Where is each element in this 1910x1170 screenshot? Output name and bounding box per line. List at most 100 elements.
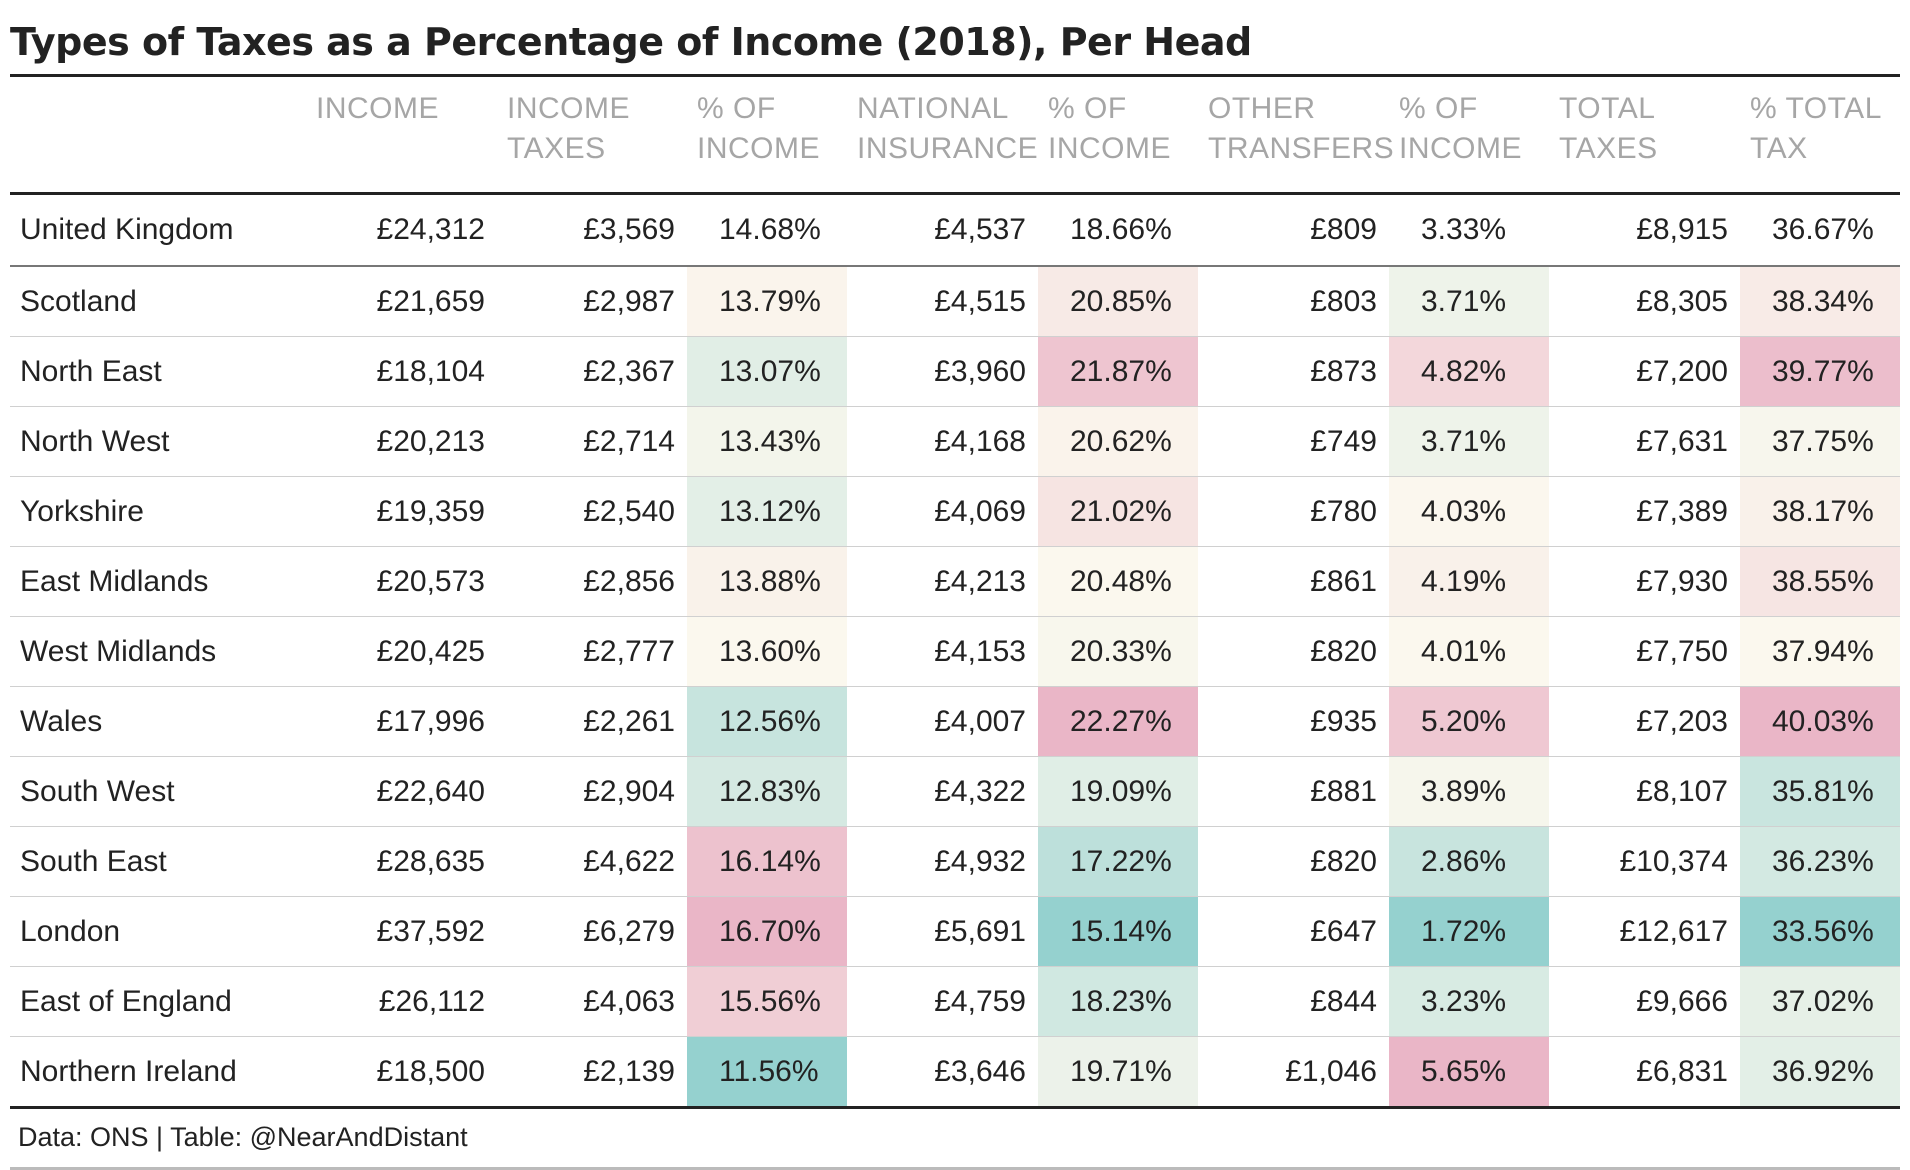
cell-other-transfers-pct: 3.23% [1389,966,1549,1037]
cell-other-transfers: £749 [1198,406,1389,477]
cell-income-taxes-pct: 12.56% [687,686,847,757]
cell-other-transfers: £820 [1198,826,1389,897]
column-header-other-transfers: OTHER TRANSFERS [1198,77,1394,195]
cell-income: £20,213 [306,406,497,477]
cell-income: £19,359 [306,476,497,547]
header-row: INCOME INCOME TAXES% OF INCOME NATIONAL IN… [10,77,1900,195]
cell-other-transfers-pct: 3.89% [1389,756,1549,827]
table-row: West Midlands £20,425 £2,777 13.60% £4,153 20… [10,616,1900,687]
cell-income-taxes: £2,987 [497,266,687,337]
cell-region: East of England [10,966,306,1037]
cell-income-taxes-pct: 13.60% [687,616,847,687]
column-header-other-transfers-pct: % OF INCOME [1389,77,1549,195]
cell-income: £21,659 [306,266,497,337]
cell-income-taxes-pct: 13.88% [687,546,847,617]
cell-income: £20,425 [306,616,497,687]
cell-other-transfers: £809 [1198,193,1389,267]
cell-income-taxes: £2,777 [497,616,687,687]
cell-total-tax-pct: 35.81% [1740,756,1900,827]
cell-total-taxes: £8,107 [1549,756,1740,827]
cell-total-taxes: £7,200 [1549,336,1740,407]
cell-other-transfers: £803 [1198,266,1389,337]
table-row: South East £28,635 £4,622 16.14% £4,932 17.22… [10,826,1900,897]
cell-income-taxes-pct: 16.14% [687,826,847,897]
cell-other-transfers-pct: 5.65% [1389,1036,1549,1109]
cell-income-taxes-pct: 11.56% [687,1036,847,1109]
cell-national-insurance: £4,213 [847,546,1038,617]
cell-income-taxes-pct: 13.43% [687,406,847,477]
cell-total-tax-pct: 38.55% [1740,546,1900,617]
cell-total-tax-pct: 37.94% [1740,616,1900,687]
cell-total-tax-pct: 37.75% [1740,406,1900,477]
cell-income: £22,640 [306,756,497,827]
cell-region: Scotland [10,266,306,337]
column-header-income-taxes: INCOME TAXES [497,77,687,195]
cell-region: Yorkshire [10,476,306,547]
cell-region: London [10,896,306,967]
cell-national-insurance: £5,691 [847,896,1038,967]
cell-income-taxes-pct: 12.83% [687,756,847,827]
cell-national-insurance: £4,153 [847,616,1038,687]
cell-total-taxes: £8,305 [1549,266,1740,337]
cell-total-taxes: £7,631 [1549,406,1740,477]
cell-income: £20,573 [306,546,497,617]
cell-income-taxes: £3,569 [497,193,687,267]
cell-region: East Midlands [10,546,306,617]
cell-income: £17,996 [306,686,497,757]
cell-national-insurance: £4,759 [847,966,1038,1037]
table-row: Northern Ireland £18,500 £2,139 11.56% £3,64… [10,1036,1900,1109]
cell-national-insurance-pct: 17.22% [1038,826,1198,897]
cell-national-insurance: £3,646 [847,1036,1038,1109]
cell-region: North West [10,406,306,477]
table-row: Wales £17,996 £2,261 12.56% £4,007 22.27% £935… [10,686,1900,757]
cell-income-taxes-pct: 13.79% [687,266,847,337]
column-header-income: INCOME [306,77,497,195]
cell-national-insurance-pct: 20.48% [1038,546,1198,617]
column-header-total-tax-pct: % TOTAL TAX [1740,77,1900,195]
cell-total-taxes: £7,930 [1549,546,1740,617]
cell-income-taxes: £2,367 [497,336,687,407]
cell-other-transfers: £780 [1198,476,1389,547]
cell-other-transfers: £820 [1198,616,1389,687]
cell-national-insurance-pct: 18.66% [1038,193,1198,267]
cell-income: £18,104 [306,336,497,407]
cell-other-transfers: £861 [1198,546,1389,617]
cell-total-taxes: £12,617 [1549,896,1740,967]
cell-income-taxes: £2,856 [497,546,687,617]
cell-income-taxes-pct: 15.56% [687,966,847,1037]
cell-total-tax-pct: 37.02% [1740,966,1900,1037]
column-header-total-taxes: TOTAL TAXES [1549,77,1740,195]
source-note: Data: ONS | Table: @NearAndDistant [10,1109,1900,1170]
cell-other-transfers: £935 [1198,686,1389,757]
cell-national-insurance: £4,537 [847,193,1038,267]
cell-national-insurance-pct: 18.23% [1038,966,1198,1037]
cell-other-transfers: £1,046 [1198,1036,1389,1109]
cell-other-transfers-pct: 4.82% [1389,336,1549,407]
cell-national-insurance-pct: 21.02% [1038,476,1198,547]
cell-income-taxes: £6,279 [497,896,687,967]
cell-total-taxes: £10,374 [1549,826,1740,897]
cell-other-transfers-pct: 5.20% [1389,686,1549,757]
cell-income: £18,500 [306,1036,497,1109]
cell-other-transfers-pct: 4.19% [1389,546,1549,617]
column-header-income-taxes-pct: % OF INCOME [687,77,847,195]
cell-national-insurance: £4,932 [847,826,1038,897]
cell-income-taxes: £2,139 [497,1036,687,1109]
cell-national-insurance-pct: 15.14% [1038,896,1198,967]
cell-region: Northern Ireland [10,1036,306,1109]
cell-income: £37,592 [306,896,497,967]
table-row: North East £18,104 £2,367 13.07% £3,960 21.87… [10,336,1900,407]
cell-region: North East [10,336,306,407]
table-body: United Kingdom £24,312 £3,569 14.68% £4,537 1… [10,193,1900,1109]
cell-total-tax-pct: 38.17% [1740,476,1900,547]
cell-other-transfers-pct: 1.72% [1389,896,1549,967]
cell-income-taxes-pct: 14.68% [687,193,847,267]
cell-other-transfers: £647 [1198,896,1389,967]
column-header-national-insurance-pct: % OF INCOME [1038,77,1198,195]
cell-total-taxes: £8,915 [1549,193,1740,267]
cell-total-taxes: £7,203 [1549,686,1740,757]
table-row-total: United Kingdom £24,312 £3,569 14.68% £4,537 1… [10,193,1900,267]
cell-national-insurance: £4,322 [847,756,1038,827]
cell-total-taxes: £7,389 [1549,476,1740,547]
table-row: East of England £26,112 £4,063 15.56% £4,759… [10,966,1900,1037]
